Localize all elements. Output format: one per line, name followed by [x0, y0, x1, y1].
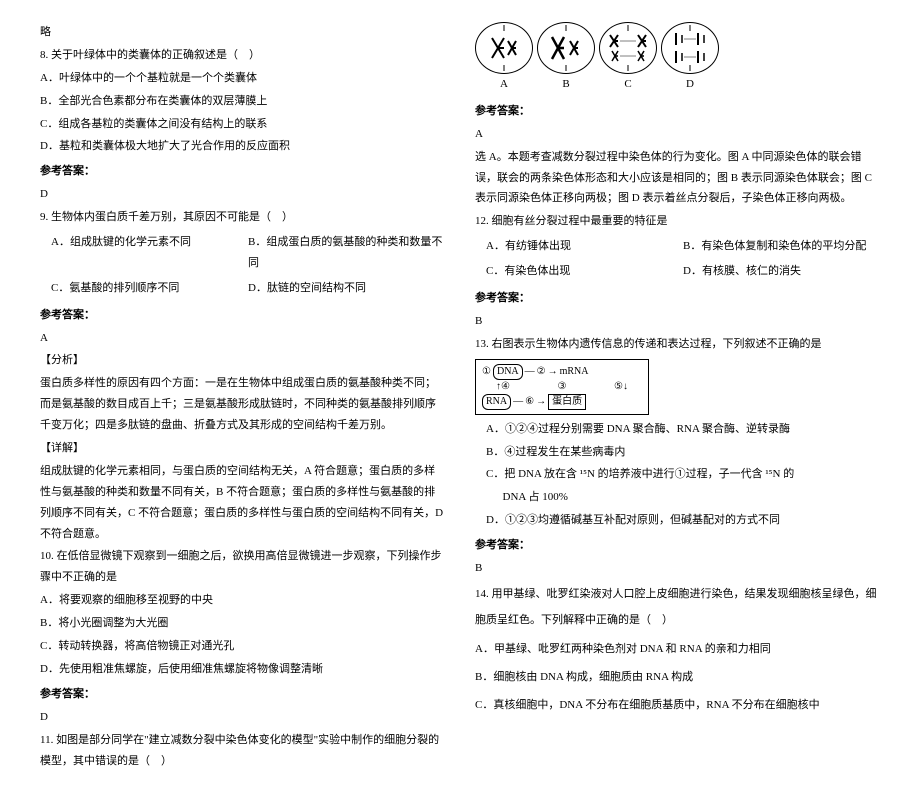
intro-text: 略: [40, 22, 445, 43]
q13-opt-c2: DNA 占 100%: [475, 487, 880, 508]
q13-opt-c1: C．把 DNA 放在含 ¹⁵N 的培养液中进行①过程，子一代含 ¹⁵N 的: [475, 464, 880, 485]
q12-answer-label: 参考答案：: [475, 288, 880, 309]
cell-b-label: B: [537, 74, 595, 95]
q13-answer-label: 参考答案：: [475, 535, 880, 556]
q9-answer-label: 参考答案：: [40, 305, 445, 326]
q8-opt-b: B．全部光合色素都分布在类囊体的双层薄膜上: [40, 91, 445, 112]
q9-opt-a: A．组成肽键的化学元素不同: [40, 232, 248, 274]
d-mrna: mRNA: [560, 365, 589, 379]
q12-opt-d: D．有核膜、核仁的消失: [683, 261, 880, 282]
q12-opt-a: A．有纺锤体出现: [475, 236, 683, 257]
q13-opt-d: D．①②③均遵循碱基互补配对原则，但碱基配对的方式不同: [475, 510, 880, 531]
q10-opt-d: D．先使用粗准焦螺旋，后使用细准焦螺旋将物像调整清晰: [40, 659, 445, 680]
d-1: ①: [482, 365, 491, 379]
q10-stem: 10. 在低倍显微镜下观察到一细胞之后，欲换用高倍显微镜进一步观察，下列操作步骤…: [40, 546, 445, 588]
q14-opt-b: B．细胞核由 DNA 构成，细胞质由 RNA 构成: [475, 664, 880, 690]
q9-answer: A: [40, 328, 445, 349]
q12-answer: B: [475, 311, 880, 332]
cell-b-wrap: B: [537, 22, 595, 95]
q12-opt-b: B．有染色体复制和染色体的平均分配: [683, 236, 880, 257]
q9-opts-row1: A．组成肽键的化学元素不同 B．组成蛋白质的氨基酸的种类和数量不同: [40, 230, 445, 276]
q9-opt-b: B．组成蛋白质的氨基酸的种类和数量不同: [248, 232, 445, 274]
cell-d-wrap: D: [661, 22, 719, 95]
q13-stem: 13. 右图表示生物体内遗传信息的传递和表达过程，下列叙述不正确的是: [475, 334, 880, 355]
q8-opt-a: A．叶绿体中的一个个基粒就是一个个类囊体: [40, 68, 445, 89]
d-6: ⑥: [525, 395, 534, 409]
q9-stem: 9. 生物体内蛋白质千差万别，其原因不可能是（ ）: [40, 207, 445, 228]
q12-row2: C．有染色体出现 D．有核膜、核仁的消失: [475, 259, 880, 284]
q13-diagram: ① DNA —②→ mRNA ↑④ ③ ⑤↓ RNA —⑥→ 蛋白质: [475, 359, 649, 415]
q8-opt-c: C．组成各基粒的类囊体之间没有结构上的联系: [40, 114, 445, 135]
q8-answer: D: [40, 184, 445, 205]
q8-stem: 8. 关于叶绿体中的类囊体的正确叙述是（ ）: [40, 45, 445, 66]
cell-c-wrap: C: [599, 22, 657, 95]
q9-detail-label: 【详解】: [40, 438, 445, 459]
q10-opt-c: C．转动转换器，将高倍物镜正对通光孔: [40, 636, 445, 657]
d-dna: DNA: [493, 364, 523, 380]
q11-answer-label: 参考答案：: [475, 101, 880, 122]
q8-answer-label: 参考答案：: [40, 161, 445, 182]
cell-c-icon: [599, 22, 657, 74]
d-3: ③: [558, 380, 567, 394]
q8-opt-d: D．基粒和类囊体极大地扩大了光合作用的反应面积: [40, 136, 445, 157]
cell-c-label: C: [599, 74, 657, 95]
d-prot: 蛋白质: [548, 394, 586, 410]
cell-d-icon: [661, 22, 719, 74]
cell-b-icon: [537, 22, 595, 74]
q9-analysis-label: 【分析】: [40, 350, 445, 371]
q9-opt-c: C．氨基酸的排列顺序不同: [40, 278, 248, 299]
q12-row1: A．有纺锤体出现 B．有染色体复制和染色体的平均分配: [475, 234, 880, 259]
q14-opt-c: C．真核细胞中，DNA 不分布在细胞质基质中，RNA 不分布在细胞核中: [475, 692, 880, 718]
d-4: ④: [501, 381, 510, 392]
cell-d-label: D: [661, 74, 719, 95]
d-2: ②: [537, 365, 546, 379]
q14-opt-a: A．甲基绿、吡罗红两种染色剂对 DNA 和 RNA 的亲和力相同: [475, 636, 880, 662]
left-column: 略 8. 关于叶绿体中的类囊体的正确叙述是（ ） A．叶绿体中的一个个基粒就是一…: [40, 20, 445, 773]
q14-stem: 14. 用甲基绿、吡罗红染液对人口腔上皮细胞进行染色，结果发现细胞核呈绿色，细胞…: [475, 581, 880, 634]
q9-opts-row2: C．氨基酸的排列顺序不同 D．肽链的空间结构不同: [40, 276, 445, 301]
cell-diagram-row: A B: [475, 22, 880, 95]
right-column: A B: [475, 20, 880, 773]
page-root: 略 8. 关于叶绿体中的类囊体的正确叙述是（ ） A．叶绿体中的一个个基粒就是一…: [40, 20, 880, 773]
q9-detail-text: 组成肽键的化学元素相同，与蛋白质的空间结构无关，A 符合题意；蛋白质的多样性与氨…: [40, 461, 445, 545]
q13-opt-a: A．①②④过程分别需要 DNA 聚合酶、RNA 聚合酶、逆转录酶: [475, 419, 880, 440]
q10-answer: D: [40, 707, 445, 728]
q13-answer: B: [475, 558, 880, 579]
q11-explanation: 选 A。本题考查减数分裂过程中染色体的行为变化。图 A 中同源染色体的联会错误，…: [475, 147, 880, 210]
q12-opt-c: C．有染色体出现: [475, 261, 683, 282]
q11-answer: A: [475, 124, 880, 145]
q11-stem: 11. 如图是部分同学在"建立减数分裂中染色体变化的模型"实验中制作的细胞分裂的…: [40, 730, 445, 772]
q9-analysis-text: 蛋白质多样性的原因有四个方面：一是在生物体中组成蛋白质的氨基酸种类不同；而是氨基…: [40, 373, 445, 436]
q10-answer-label: 参考答案：: [40, 684, 445, 705]
cell-a-label: A: [475, 74, 533, 95]
cell-a-icon: [475, 22, 533, 74]
q12-stem: 12. 细胞有丝分裂过程中最重要的特征是: [475, 211, 880, 232]
q10-opt-b: B．将小光圈调整为大光圈: [40, 613, 445, 634]
q10-opt-a: A．将要观察的细胞移至视野的中央: [40, 590, 445, 611]
d-rna: RNA: [482, 394, 511, 410]
d-5: ⑤: [614, 381, 623, 392]
q9-opt-d: D．肽链的空间结构不同: [248, 278, 445, 299]
q13-opt-b: B．④过程发生在某些病毒内: [475, 442, 880, 463]
cell-a-wrap: A: [475, 22, 533, 95]
